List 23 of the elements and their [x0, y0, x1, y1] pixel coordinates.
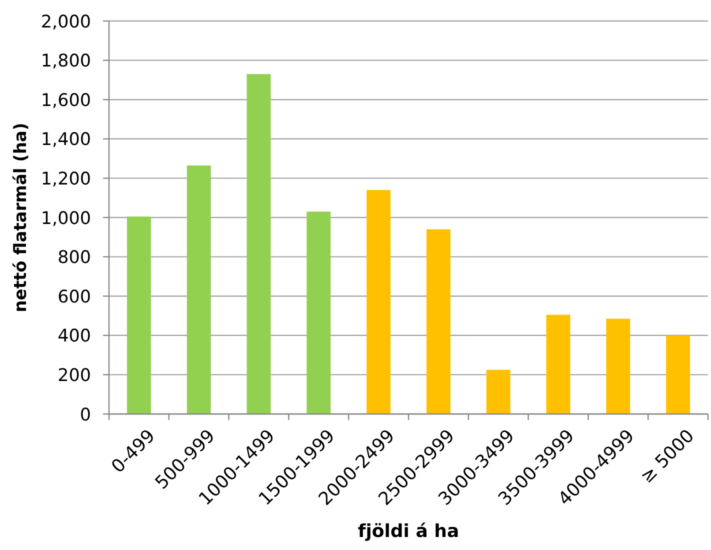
x-axis-title: fjöldi á ha [358, 521, 460, 542]
y-tick-label: 200 [58, 366, 91, 386]
bar [426, 229, 450, 414]
y-tick-label: 1,600 [40, 90, 91, 111]
y-tick-label: 800 [58, 248, 91, 268]
bar [666, 335, 690, 414]
y-tick-label: 1,800 [40, 52, 91, 72]
y-tick-label: 600 [58, 287, 91, 308]
y-tick-label: 2,000 [40, 12, 91, 32]
bar [486, 370, 510, 414]
y-axis-title: nettó flatarmál (ha) [11, 122, 31, 312]
y-tick-label: 0 [80, 405, 91, 426]
bar [126, 216, 151, 414]
bar [366, 190, 391, 414]
y-tick-label: 1,200 [40, 170, 91, 190]
y-tick-label: 400 [58, 326, 91, 347]
bar [606, 318, 630, 414]
bar [306, 212, 331, 414]
bar [246, 74, 271, 414]
bar [546, 314, 570, 414]
y-tick-label: 1,400 [40, 130, 91, 150]
bar [186, 165, 211, 414]
y-tick-label: 1,000 [40, 208, 91, 229]
